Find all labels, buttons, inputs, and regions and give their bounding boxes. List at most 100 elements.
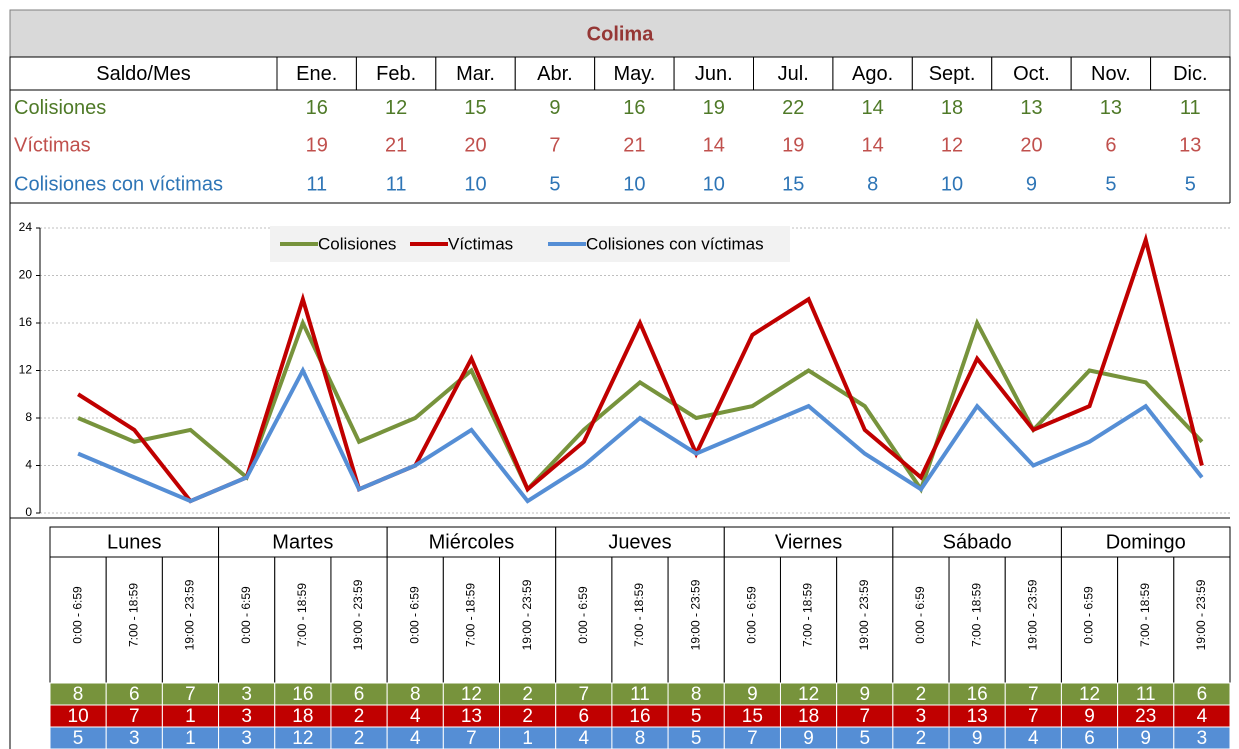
value-label: 3 xyxy=(241,684,252,705)
time-cell xyxy=(723,556,781,684)
time-cell xyxy=(442,556,501,684)
cell-value: 15 xyxy=(782,173,804,195)
day-cell xyxy=(218,526,388,558)
time-cell xyxy=(1173,556,1231,684)
cell-value: 14 xyxy=(862,134,884,156)
time-cell xyxy=(1004,556,1062,684)
value-label: 7 xyxy=(185,684,196,705)
legend-label: Colisiones xyxy=(318,234,396,253)
table-title: Colima xyxy=(587,23,655,45)
day-label: Miércoles xyxy=(429,531,515,553)
time-label: 0:00 - 6:59 xyxy=(407,586,421,644)
cell-value: 8 xyxy=(867,173,878,195)
value-label: 16 xyxy=(967,684,988,705)
day-cell xyxy=(892,526,1062,558)
time-label: 19:00 - 23:59 xyxy=(520,579,534,650)
cell-value: 9 xyxy=(1026,173,1037,195)
time-label: 7:00 - 18:59 xyxy=(464,583,478,647)
y-tick-label: 0 xyxy=(25,505,32,519)
legend-label: Colisiones con víctimas xyxy=(586,234,764,253)
value-label: 4 xyxy=(410,706,421,727)
header-cell xyxy=(673,56,754,91)
header-cell xyxy=(753,56,834,91)
value-cell xyxy=(1173,726,1231,749)
cell-value: 13 xyxy=(1100,97,1122,119)
value-label: 8 xyxy=(410,684,421,705)
value-label: 1 xyxy=(185,728,196,749)
value-label: 5 xyxy=(73,728,84,749)
time-label: 19:00 - 23:59 xyxy=(351,579,365,650)
value-label: 12 xyxy=(292,728,313,749)
value-label: 4 xyxy=(1028,728,1039,749)
cell-value: 20 xyxy=(464,134,486,156)
value-label: 10 xyxy=(68,706,89,727)
y-tick-label: 8 xyxy=(25,410,32,424)
y-tick-label: 20 xyxy=(19,268,33,282)
time-label: 7:00 - 18:59 xyxy=(126,583,140,647)
time-label: 7:00 - 18:59 xyxy=(295,583,309,647)
header-cell xyxy=(991,56,1072,91)
time-label: 0:00 - 6:59 xyxy=(239,586,253,644)
time-cell xyxy=(555,556,613,684)
header-cell xyxy=(1150,56,1231,91)
value-label: 1 xyxy=(522,728,533,749)
y-tick-label: 24 xyxy=(19,220,33,234)
y-tick-label: 16 xyxy=(19,315,33,329)
value-label: 7 xyxy=(466,728,477,749)
cell-value: 7 xyxy=(549,134,560,156)
header-text: May. xyxy=(613,63,655,85)
time-label: 19:00 - 23:59 xyxy=(688,579,702,650)
value-label: 12 xyxy=(1079,684,1100,705)
header-text: Dic. xyxy=(1173,63,1207,85)
value-label: 2 xyxy=(916,684,927,705)
value-label: 5 xyxy=(859,728,870,749)
time-cell xyxy=(948,556,1006,684)
time-cell xyxy=(330,556,388,684)
value-label: 23 xyxy=(1135,706,1156,727)
cell-value: 22 xyxy=(782,97,804,119)
title-bar xyxy=(9,9,1231,58)
cell-value: 10 xyxy=(464,173,486,195)
cell-value: 19 xyxy=(703,97,725,119)
row-label: Víctimas xyxy=(14,134,91,156)
series-line xyxy=(77,366,1204,504)
header-cell xyxy=(276,56,357,91)
cell-value: 19 xyxy=(782,134,804,156)
cell-value: 5 xyxy=(1185,173,1196,195)
day-label: Viernes xyxy=(775,531,842,553)
time-label: 7:00 - 18:59 xyxy=(801,583,815,647)
time-cell xyxy=(499,556,557,684)
day-label: Lunes xyxy=(107,531,162,553)
value-label: 9 xyxy=(1140,728,1151,749)
header-text: Ago. xyxy=(852,63,893,85)
value-label: 13 xyxy=(461,706,482,727)
header-text: Nov. xyxy=(1091,63,1131,85)
cell-value: 19 xyxy=(306,134,328,156)
value-label: 8 xyxy=(691,684,702,705)
cell-value: 11 xyxy=(1180,97,1201,119)
value-label: 12 xyxy=(461,684,482,705)
time-cell xyxy=(836,556,894,684)
cell-value: 21 xyxy=(623,134,645,156)
row-label: Colisiones xyxy=(14,97,106,119)
cell-value: 16 xyxy=(306,97,328,119)
value-label: 7 xyxy=(859,706,870,727)
header-text: Feb. xyxy=(376,63,416,85)
header-text: Saldo/Mes xyxy=(96,63,191,85)
value-label: 18 xyxy=(798,706,819,727)
cell-value: 10 xyxy=(703,173,725,195)
value-label: 7 xyxy=(579,684,590,705)
time-cell xyxy=(386,556,444,684)
value-label: 4 xyxy=(410,728,421,749)
value-label: 15 xyxy=(742,706,763,727)
day-label: Martes xyxy=(272,531,333,553)
legend-box xyxy=(270,226,790,262)
time-label: 19:00 - 23:59 xyxy=(1194,579,1208,650)
header-cell xyxy=(594,56,675,91)
value-label: 3 xyxy=(916,706,927,727)
header-text: Abr. xyxy=(537,63,573,85)
cell-value: 5 xyxy=(549,173,560,195)
time-label: 0:00 - 6:59 xyxy=(576,586,590,644)
header-cell xyxy=(832,56,913,91)
